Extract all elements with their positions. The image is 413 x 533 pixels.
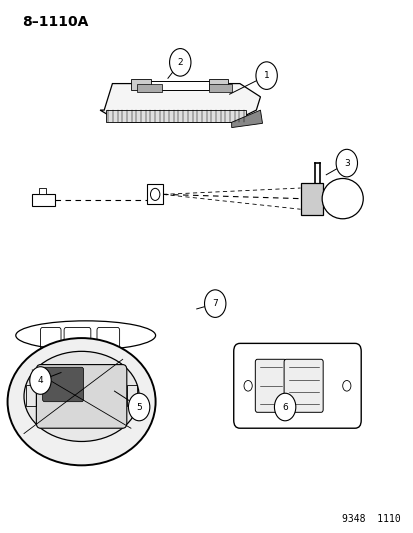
Text: 4: 4 [38,376,43,385]
Text: 5: 5 [136,402,142,411]
Circle shape [243,381,252,391]
Bar [209,79,227,91]
Bar [32,195,55,206]
Circle shape [274,393,295,421]
FancyBboxPatch shape [43,367,83,402]
Bar [39,188,46,195]
Text: 3: 3 [343,159,349,167]
Circle shape [128,393,150,421]
Text: 1: 1 [263,71,269,80]
Bar [147,81,217,91]
Circle shape [342,381,350,391]
Ellipse shape [321,179,362,219]
Bar [137,84,161,92]
Bar [147,184,163,205]
FancyBboxPatch shape [283,359,323,413]
Ellipse shape [7,338,155,465]
Circle shape [30,367,51,394]
FancyBboxPatch shape [36,365,126,428]
Bar [131,79,150,91]
Polygon shape [231,110,262,127]
FancyBboxPatch shape [255,359,285,413]
Text: 2: 2 [177,58,183,67]
Circle shape [204,290,225,317]
Bar [300,183,323,215]
Text: 9348  1110: 9348 1110 [341,514,399,523]
Polygon shape [100,84,260,122]
Bar [209,84,231,92]
Ellipse shape [24,351,139,441]
Polygon shape [106,110,245,122]
Text: 7: 7 [212,299,218,308]
Text: 8–1110A: 8–1110A [22,14,88,29]
FancyBboxPatch shape [233,343,360,428]
Circle shape [169,49,190,76]
Text: 6: 6 [282,402,287,411]
Circle shape [335,149,357,177]
Circle shape [255,62,277,90]
